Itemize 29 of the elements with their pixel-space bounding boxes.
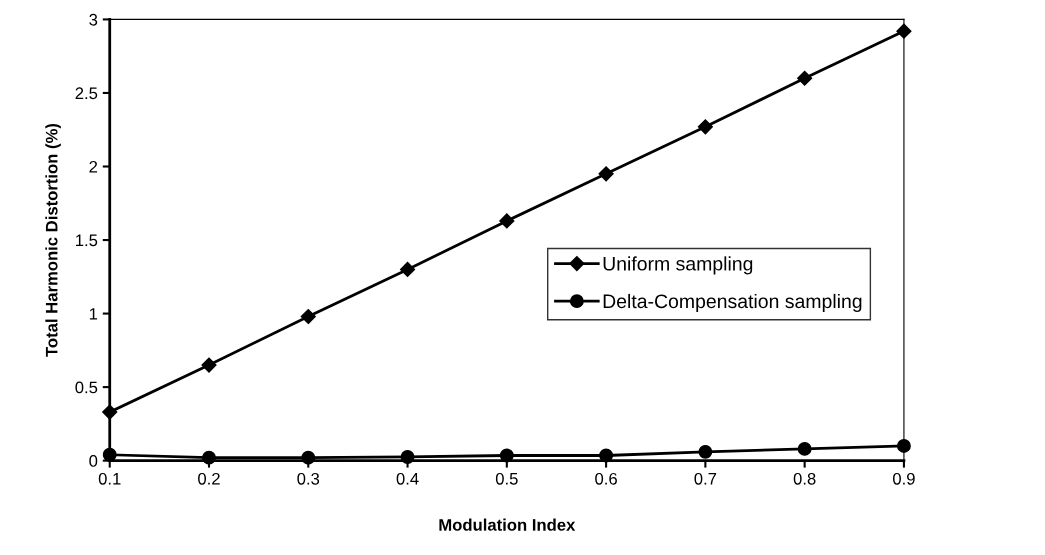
point xyxy=(797,441,812,456)
x-tick-label: 0.7 xyxy=(694,472,717,485)
point xyxy=(201,357,217,373)
y-tick-label: 2.5 xyxy=(75,87,98,100)
y-tick-label: 1.5 xyxy=(76,234,98,247)
x-tick-label: 0.1 xyxy=(98,472,121,485)
y-tick-label: 2 xyxy=(89,160,98,173)
x-tick-label: 0.2 xyxy=(198,472,220,485)
point xyxy=(698,444,713,459)
point xyxy=(598,166,614,182)
x-tick-label: 0.6 xyxy=(595,472,617,485)
y-tick-label: 1 xyxy=(89,308,98,320)
y-tick-label: 3 xyxy=(89,13,98,26)
x-tick-label: 0.5 xyxy=(495,472,518,485)
x-tick-label: 0.8 xyxy=(793,472,816,485)
point xyxy=(697,119,713,135)
point xyxy=(499,213,515,229)
x-tick-label: 0.9 xyxy=(892,472,915,485)
point xyxy=(300,308,316,325)
y-tick-label: 0.5 xyxy=(75,381,98,394)
y-tick-label: 0 xyxy=(89,455,98,467)
x-tick-label: 0.4 xyxy=(396,472,419,485)
legend-label: Uniform sampling xyxy=(603,256,753,275)
point xyxy=(797,70,813,86)
x-axis-title: Modulation Index xyxy=(439,518,576,531)
y-axis-title: Total Harmonic Distortion (%) xyxy=(45,123,61,357)
legend-label: Delta-Compensation sampling xyxy=(603,293,862,313)
x-tick-label: 0.3 xyxy=(297,472,320,485)
point xyxy=(399,261,416,278)
